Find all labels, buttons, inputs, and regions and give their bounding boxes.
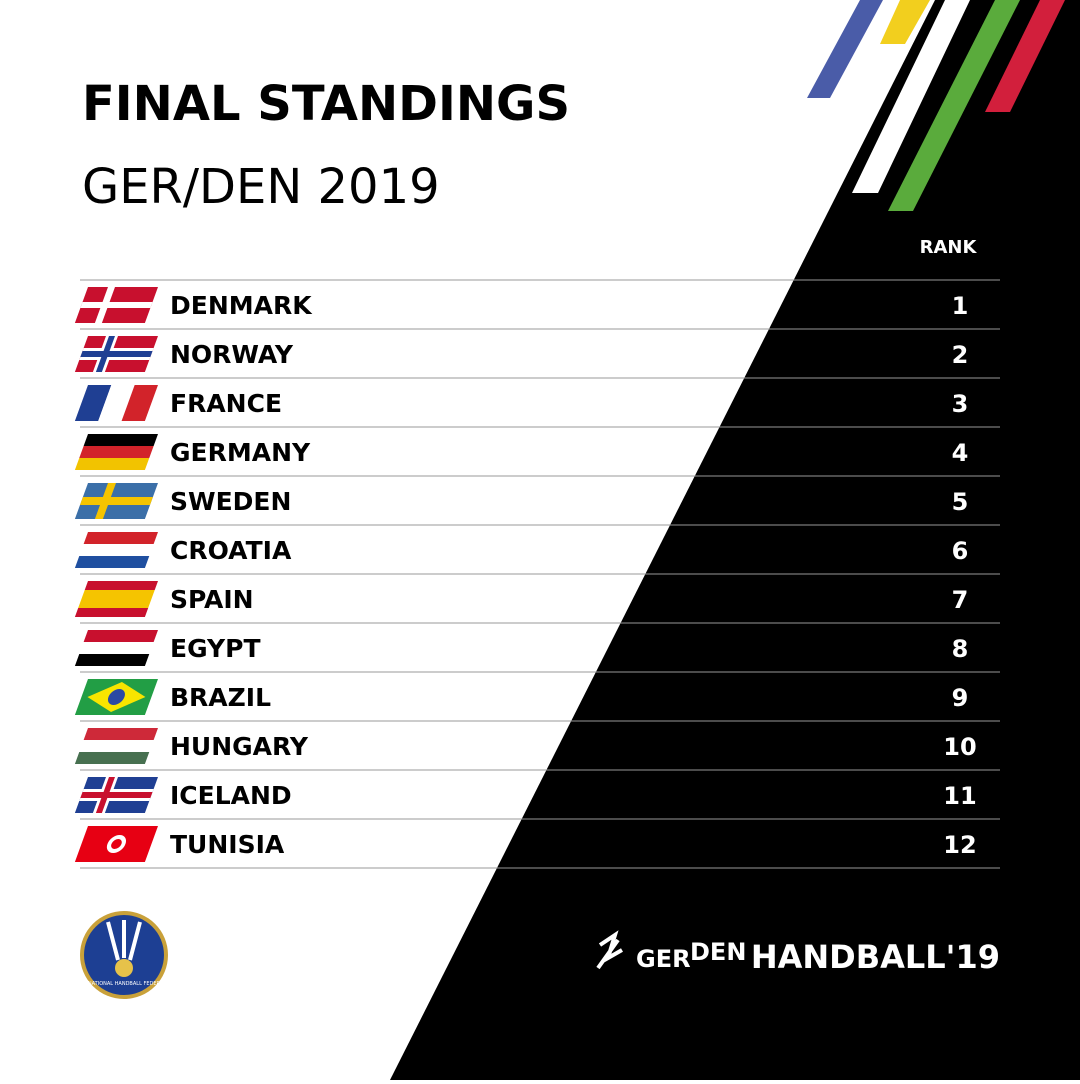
rank: 4: [952, 439, 969, 467]
flag: [74, 483, 158, 519]
rank: 1: [952, 292, 969, 320]
event-name: HANDBALL'19: [751, 938, 1000, 976]
country-name: SWEDEN: [170, 487, 291, 516]
rank: 5: [952, 488, 969, 516]
flag-part: [74, 608, 149, 617]
flag-part: [80, 792, 153, 798]
flag-part: [81, 590, 155, 599]
country-name: FRANCE: [170, 389, 282, 418]
country-name: EGYPT: [170, 634, 261, 663]
black-panel: [390, 0, 1080, 1080]
flag-part: [79, 740, 154, 752]
flag: [74, 385, 159, 421]
rank: 8: [952, 635, 969, 663]
flag-part: [121, 385, 159, 421]
rank: 6: [952, 537, 969, 565]
flag: [74, 287, 158, 323]
country-name: BRAZIL: [170, 683, 271, 712]
flag-part: [107, 689, 125, 705]
flag: [74, 434, 158, 470]
flag-part: [111, 839, 122, 849]
flag-part: [74, 654, 150, 666]
rank: 9: [952, 684, 969, 712]
flag-part: [83, 434, 158, 446]
flag-part: [78, 599, 152, 608]
flag-part: [83, 532, 158, 544]
event-logo: GER DEN HANDBALL'19: [596, 930, 1000, 976]
country-name: CROATIA: [170, 536, 292, 565]
flag-part: [79, 497, 153, 505]
stripe-red: [985, 0, 1065, 112]
flag: [74, 630, 158, 666]
flag: [74, 728, 158, 764]
rank: 12: [943, 831, 976, 859]
flag: [74, 581, 158, 617]
stripe-blue: [807, 0, 883, 98]
flag-part: [79, 446, 154, 458]
flag-part: [74, 556, 150, 568]
country-name: DENMARK: [170, 291, 313, 320]
ihf-logo: INTERNATIONAL HANDBALL FEDERATION: [73, 911, 175, 999]
flag-part: [80, 302, 153, 308]
flag-part: [79, 642, 154, 654]
subtitle: GER/DEN 2019: [82, 159, 440, 215]
rank: 11: [943, 782, 976, 810]
brand-left: GER: [636, 945, 691, 973]
title: FINAL STANDINGS: [82, 76, 570, 132]
flag: [74, 532, 158, 568]
flag: [74, 777, 158, 813]
rank: 7: [952, 586, 969, 614]
flag-part: [74, 752, 150, 764]
flag-part: [98, 385, 135, 421]
rank: 3: [952, 390, 969, 418]
flag-part: [74, 458, 150, 470]
flag: [74, 336, 158, 372]
flag: [74, 679, 158, 715]
flag-part: [84, 581, 158, 590]
country-name: HUNGARY: [170, 732, 309, 761]
country-name: TUNISIA: [170, 830, 285, 859]
rank-header: RANK: [920, 237, 978, 258]
flag-part: [83, 728, 158, 740]
flag-part: [83, 630, 158, 642]
brand-right: DEN: [690, 938, 746, 966]
flag-part: [74, 385, 112, 421]
stripe-yellow: [880, 0, 930, 44]
flag-part: [80, 351, 153, 357]
country-name: NORWAY: [170, 340, 294, 369]
table: DENMARK 1 NORWAY 2 FRANCE 3 GERMANY 4 SWEDEN 5 CRO…: [74, 279, 1000, 869]
flag: [74, 826, 158, 862]
flag-part: [79, 544, 154, 556]
federation-name: INTERNATIONAL HANDBALL FEDERATION: [73, 981, 175, 987]
country-name: ICELAND: [170, 781, 292, 810]
country-name: SPAIN: [170, 585, 254, 614]
stripe-green: [888, 0, 1020, 211]
stripe-white: [852, 0, 970, 193]
rank: 10: [943, 733, 976, 761]
rank: 2: [952, 341, 969, 369]
country-name: GERMANY: [170, 438, 311, 467]
